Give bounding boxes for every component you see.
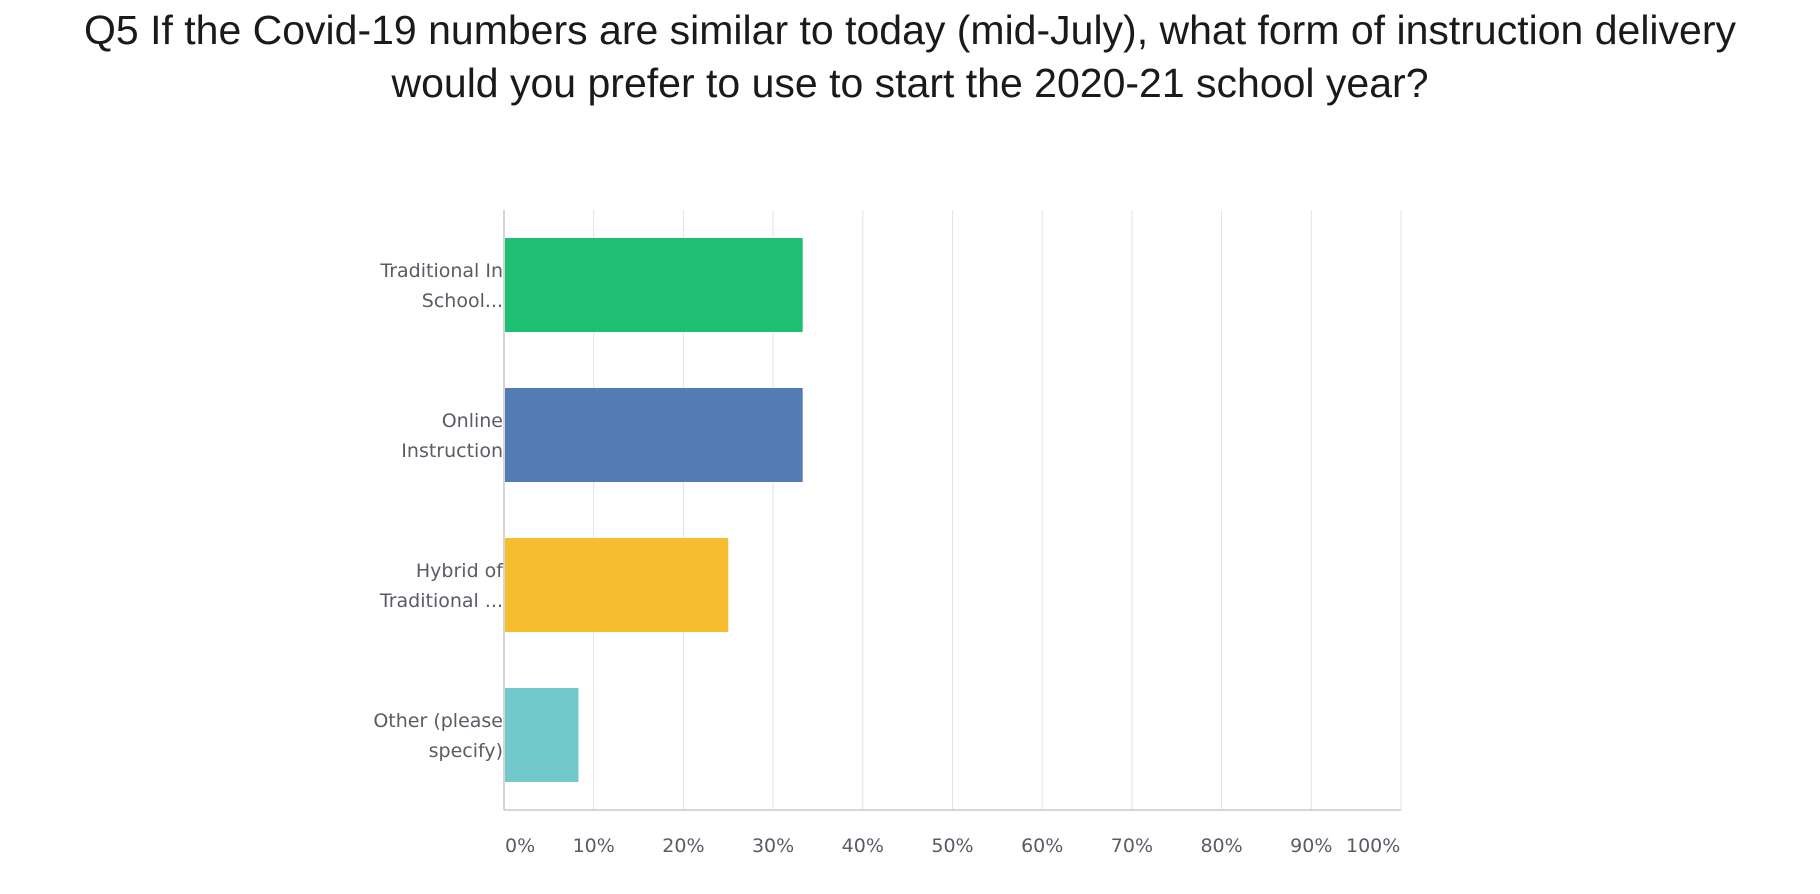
x-tick-label: 0% bbox=[505, 835, 535, 857]
x-tick-label: 90% bbox=[1290, 835, 1332, 857]
chart-title-line-1: Q5 If the Covid-19 numbers are similar t… bbox=[84, 7, 1736, 53]
bars bbox=[505, 238, 803, 782]
x-tick-labels: 0% 10% 20% 30% 40% 50% 60% 70% 80% 90% 100% bbox=[505, 835, 1400, 857]
bar bbox=[505, 688, 579, 782]
x-tick-label: 40% bbox=[842, 835, 884, 857]
x-tick-label: 50% bbox=[931, 835, 973, 857]
x-tick-label: 30% bbox=[752, 835, 794, 857]
bar bbox=[505, 238, 803, 332]
x-tick-label: 100% bbox=[1346, 835, 1400, 857]
category-label: specify) bbox=[429, 740, 503, 762]
x-tick-label: 10% bbox=[573, 835, 615, 857]
x-tick-label: 20% bbox=[662, 835, 704, 857]
category-label: Traditional In bbox=[379, 260, 503, 282]
chart-title-line-2: would you prefer to use to start the 202… bbox=[391, 60, 1429, 106]
gridlines bbox=[593, 210, 1402, 810]
bar bbox=[505, 388, 803, 482]
category-label: Hybrid of bbox=[416, 560, 504, 582]
chart-title: Q5 If the Covid-19 numbers are similar t… bbox=[0, 4, 1820, 110]
x-tick-label: 70% bbox=[1111, 835, 1153, 857]
category-label: School... bbox=[422, 290, 503, 312]
x-tick-label: 60% bbox=[1021, 835, 1063, 857]
category-label: Online bbox=[442, 410, 503, 432]
x-tick-label: 80% bbox=[1200, 835, 1242, 857]
category-label: Instruction bbox=[401, 440, 503, 462]
category-label: Other (please bbox=[373, 710, 503, 732]
axes bbox=[503, 210, 1401, 811]
bar bbox=[505, 538, 729, 632]
category-labels: Traditional In School... Online Instruction… bbox=[373, 260, 504, 762]
category-label: Traditional ... bbox=[379, 590, 503, 612]
